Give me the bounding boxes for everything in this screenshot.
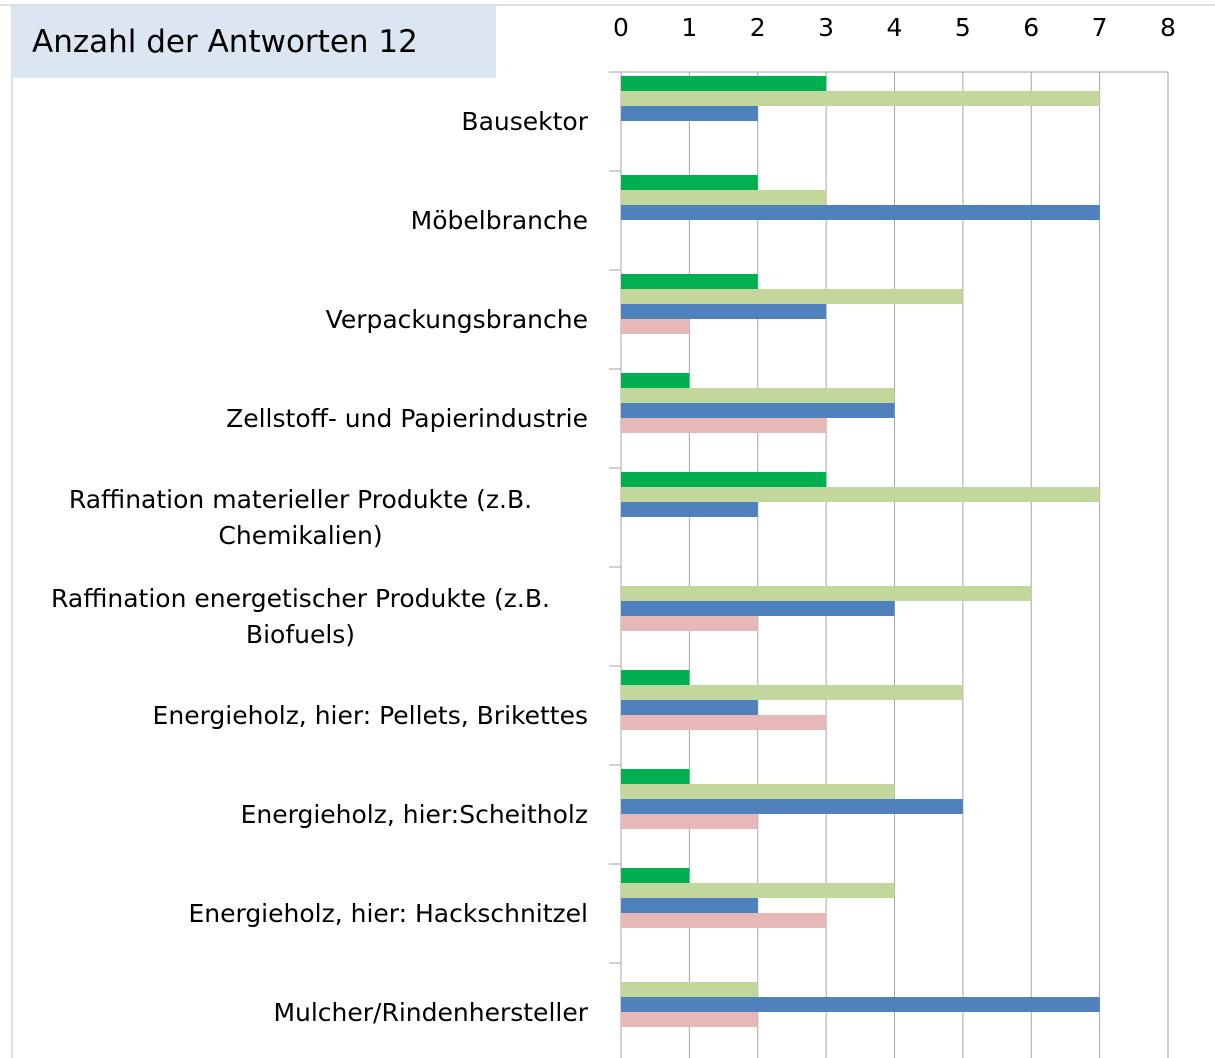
bar xyxy=(621,982,758,997)
x-tick-label: 1 xyxy=(681,13,697,42)
y-tick-label: Energieholz, hier: Hackschnitzel xyxy=(188,898,588,928)
bar xyxy=(621,418,827,433)
bar xyxy=(621,1012,758,1027)
bar xyxy=(621,898,758,913)
bar xyxy=(621,799,963,814)
bar xyxy=(621,700,758,715)
chart-title: Anzahl der Antworten 12 xyxy=(12,6,496,78)
bar xyxy=(621,685,963,700)
y-tick-label: Bausektor xyxy=(461,106,588,136)
bar xyxy=(621,616,758,631)
bar xyxy=(621,373,690,388)
bar xyxy=(621,868,690,883)
bar xyxy=(621,175,758,190)
bar xyxy=(621,883,895,898)
bar xyxy=(621,289,963,304)
bar xyxy=(621,601,895,616)
x-tick-label: 2 xyxy=(750,13,766,42)
y-tick-label: Möbelbranche xyxy=(410,205,588,235)
bar xyxy=(621,715,827,730)
x-tick-label: 5 xyxy=(955,13,971,42)
bar xyxy=(621,769,690,784)
bar xyxy=(621,784,895,799)
y-tick-label: Zellstoff- und Papierindustrie xyxy=(226,403,588,433)
bar xyxy=(621,502,758,517)
y-tick-label: Energieholz, hier: Pellets, Brikettes xyxy=(152,700,588,730)
bar xyxy=(621,319,690,334)
bar xyxy=(621,106,758,121)
bar xyxy=(621,205,1100,220)
y-tick-label: Raffination materieller Produkte (z.B. C… xyxy=(68,484,533,550)
y-tick-label: Verpackungsbranche xyxy=(325,304,588,334)
bar xyxy=(621,274,758,289)
bar xyxy=(621,190,827,205)
x-tick-label: 8 xyxy=(1160,13,1176,42)
y-tick-label: Energieholz, hier:Scheitholz xyxy=(240,799,588,829)
bar xyxy=(621,403,895,418)
x-tick-label: 6 xyxy=(1023,13,1039,42)
x-tick-label: 0 xyxy=(613,13,629,42)
bar xyxy=(621,670,690,685)
bar xyxy=(621,76,827,91)
y-tick-label: Raffination energetischer Produkte (z.B.… xyxy=(51,583,550,649)
x-tick-label: 4 xyxy=(887,13,903,42)
bar xyxy=(621,487,1100,502)
bar xyxy=(621,586,1032,601)
bar xyxy=(621,472,827,487)
y-tick-label: Mulcher/Rindenhersteller xyxy=(273,997,588,1027)
bar xyxy=(621,814,758,829)
x-tick-label: 7 xyxy=(1092,13,1108,42)
bar xyxy=(621,997,1100,1012)
bar xyxy=(621,388,895,403)
bar xyxy=(621,91,1100,106)
bar xyxy=(621,913,827,928)
x-tick-label: 3 xyxy=(818,13,834,42)
bar xyxy=(621,304,827,319)
